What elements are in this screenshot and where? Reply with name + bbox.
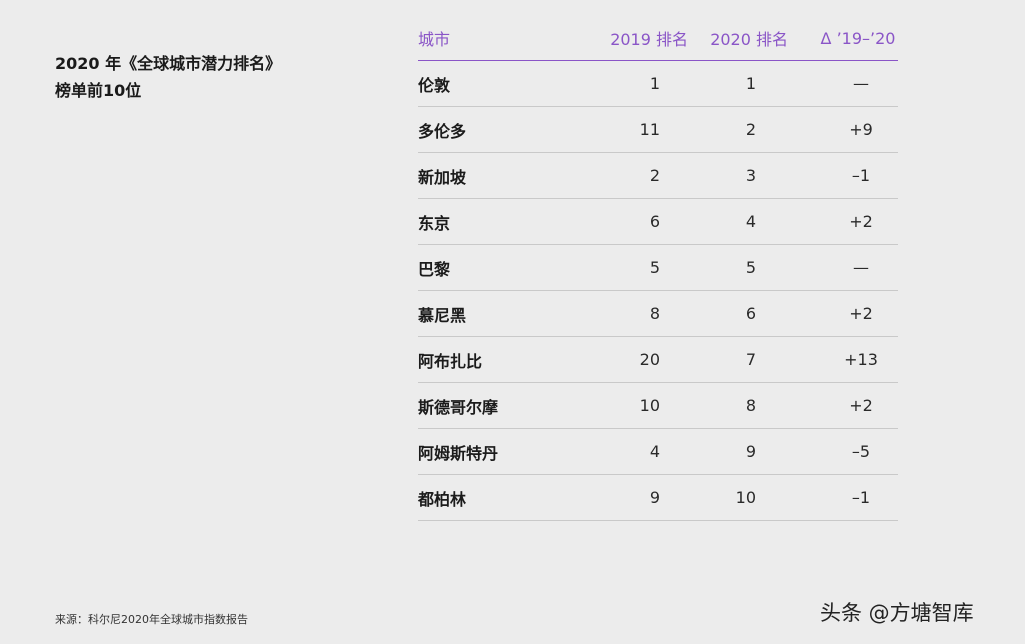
cell-2019-rank: 2 <box>649 166 660 185</box>
cell-city: 阿布扎比 <box>418 351 483 371</box>
header-delta: Δ ’19–’20 <box>820 28 896 48</box>
table-row: 斯德哥尔摩 10 8 +2 <box>418 383 898 429</box>
header-city: 城市 <box>418 30 451 49</box>
cell-2020-rank: 4 <box>745 212 756 231</box>
cell-city: 东京 <box>418 213 451 233</box>
cell-2020-rank: 5 <box>745 258 756 277</box>
cell-2019-rank: 8 <box>649 304 660 323</box>
cell-delta: –5 <box>851 442 871 461</box>
table-row: 巴黎 5 5 — <box>418 245 898 291</box>
cell-city: 巴黎 <box>418 259 451 279</box>
cell-city: 慕尼黑 <box>418 305 467 325</box>
table-row: 东京 6 4 +2 <box>418 199 898 245</box>
cell-2020-rank: 8 <box>745 396 756 415</box>
cell-city: 多伦多 <box>418 121 467 141</box>
cell-2019-rank: 20 <box>639 350 660 369</box>
cell-2020-rank: 6 <box>745 304 756 323</box>
cell-2019-rank: 6 <box>649 212 660 231</box>
cell-city: 都柏林 <box>418 489 467 509</box>
cell-2020-rank: 9 <box>745 442 756 461</box>
cell-2020-rank: 10 <box>735 488 756 507</box>
cell-delta: +13 <box>844 350 878 369</box>
cell-2019-rank: 10 <box>639 396 660 415</box>
table-header: 城市 2019 排名 2020 排名 Δ ’19–’20 <box>418 16 898 61</box>
cell-2020-rank: 3 <box>745 166 756 185</box>
cell-city: 新加坡 <box>418 167 467 187</box>
header-2020-rank: 2020 排名 <box>710 30 788 49</box>
table-row: 阿姆斯特丹 4 9 –5 <box>418 429 898 475</box>
table-row: 伦敦 1 1 — <box>418 61 898 107</box>
table-row: 阿布扎比 20 7 +13 <box>418 337 898 383</box>
cell-2019-rank: 1 <box>649 74 660 93</box>
cell-2019-rank: 5 <box>649 258 660 277</box>
cell-city: 斯德哥尔摩 <box>418 397 499 417</box>
cell-delta: +9 <box>849 120 873 139</box>
cell-2019-rank: 11 <box>639 120 660 139</box>
cell-delta: +2 <box>849 212 873 231</box>
cell-delta: –1 <box>851 488 871 507</box>
cell-2019-rank: 9 <box>649 488 660 507</box>
header-2019-rank: 2019 排名 <box>610 30 688 49</box>
cell-delta: — <box>853 258 869 277</box>
cell-city: 伦敦 <box>418 75 451 95</box>
table-row: 都柏林 9 10 –1 <box>418 475 898 521</box>
cell-2019-rank: 4 <box>649 442 660 461</box>
cell-2020-rank: 7 <box>745 350 756 369</box>
title-line-2: 榜单前10位 <box>55 81 142 100</box>
cell-delta: +2 <box>849 396 873 415</box>
source-note: 来源：科尔尼2020年全球城市指数报告 <box>55 613 248 626</box>
table-body: 伦敦 1 1— 多伦多 11 2 +9 新加坡 2 3 –1 东京 6 4 +2 巴黎 5 5— 慕尼黑 8 6 +2 阿布… <box>418 61 898 521</box>
cell-delta: +2 <box>849 304 873 323</box>
cell-city: 阿姆斯特丹 <box>418 443 499 463</box>
cell-2020-rank: 1 <box>745 74 756 93</box>
table-row: 慕尼黑 8 6 +2 <box>418 291 898 337</box>
ranking-table: 城市 2019 排名 2020 排名 Δ ’19–’20 伦敦 1 1— 多伦多 11 2… <box>418 16 898 521</box>
table-row: 多伦多 11 2 +9 <box>418 107 898 153</box>
table-row: 新加坡 2 3 –1 <box>418 153 898 199</box>
watermark: 头条 @方塘智库 <box>820 601 974 625</box>
title-line-1: 2020 年《全球城市潜力排名》 <box>55 54 282 73</box>
cell-2020-rank: 2 <box>745 120 756 139</box>
cell-delta: — <box>853 74 869 93</box>
page-title: 2020 年《全球城市潜力排名》 榜单前10位 <box>55 50 281 104</box>
cell-delta: –1 <box>851 166 871 185</box>
